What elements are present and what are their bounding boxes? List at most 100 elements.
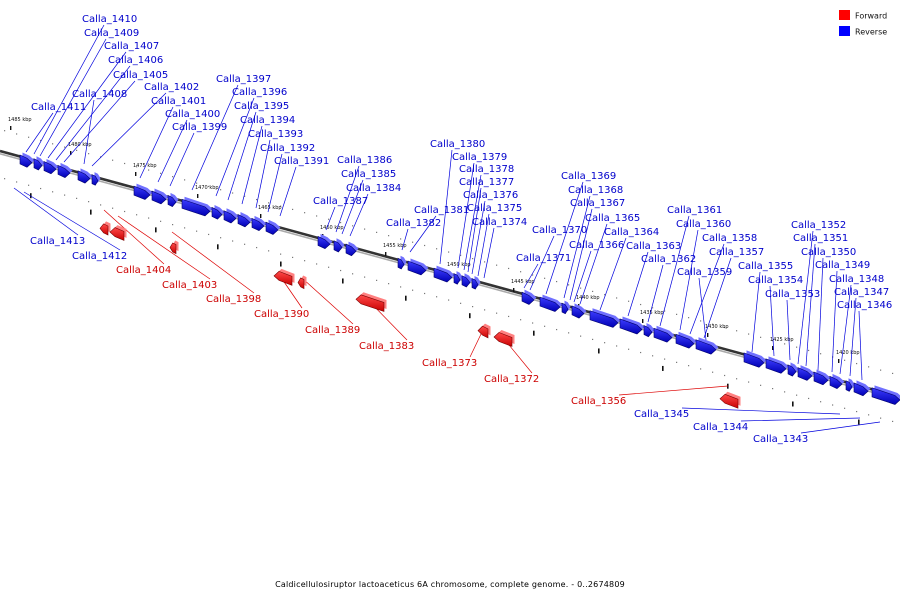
lower-dot: [604, 342, 606, 344]
upper-dot: [196, 182, 198, 184]
upper-dot: [292, 208, 294, 211]
lower-dot: [436, 296, 438, 298]
gene-label: Calla_1376: [463, 190, 518, 201]
upper-dot: [688, 317, 690, 319]
lower-dot: [772, 388, 774, 390]
lower-dot: [724, 374, 726, 377]
tick-mark-lower: [662, 365, 664, 371]
gene-label: Calla_1368: [568, 185, 623, 196]
upper-dot: [700, 320, 702, 322]
upper-dot: [256, 198, 258, 201]
leader-line: [63, 80, 136, 163]
tick-label: 1470 kbp: [195, 185, 219, 191]
upper-dot: [556, 280, 558, 283]
tick-mark-lower: [217, 244, 219, 250]
lower-dot: [748, 381, 750, 383]
leader-line: [579, 223, 608, 305]
lower-dot: [4, 178, 6, 180]
leader-line: [647, 264, 664, 323]
tick-label: 1465 kbp: [258, 205, 282, 211]
gene-label: Calla_1363: [626, 241, 681, 252]
gene-label: Calla_1408: [72, 89, 127, 100]
upper-dot: [304, 212, 306, 214]
lower-dot: [880, 417, 882, 419]
upper-dot: [760, 336, 762, 338]
leader-line: [241, 125, 263, 205]
tick-mark: [385, 252, 387, 256]
gene-label: Calla_1348: [829, 274, 884, 285]
lower-dot: [532, 322, 534, 324]
lower-dot: [676, 361, 678, 363]
leader-line: [469, 331, 483, 358]
leader-line: [523, 263, 539, 289]
leader-line: [267, 153, 283, 213]
reverse-gene-glyph: [211, 204, 225, 220]
tick-mark-lower: [792, 401, 794, 407]
reverse-gene-glyph: [223, 208, 239, 224]
gene-label: Calla_1397: [216, 74, 271, 85]
upper-dot: [736, 330, 738, 332]
gene-label: Calla_1367: [570, 198, 625, 209]
lower-dot: [568, 332, 570, 334]
leader-line: [279, 166, 297, 217]
lower-dot: [244, 243, 246, 245]
leader-line: [463, 174, 482, 271]
lower-dot: [292, 256, 294, 259]
reverse-gene-glyph: [77, 168, 93, 184]
tick-mark-lower: [598, 348, 600, 354]
gene-label: Calla_1385: [341, 169, 396, 180]
lower-dot: [88, 201, 90, 203]
leader-line: [467, 187, 482, 273]
leader-line: [409, 215, 437, 253]
gene-label: Calla_1370: [532, 225, 587, 236]
reverse-gene-glyph: [521, 289, 537, 305]
upper-dot: [268, 202, 270, 204]
upper-dot: [796, 346, 798, 348]
lower-dot: [28, 184, 30, 186]
upper-dot: [340, 221, 342, 224]
lower-dot: [496, 312, 498, 314]
upper-dot: [28, 136, 30, 138]
reverse-gene-glyph: [539, 294, 563, 312]
gene-label: Calla_1413: [30, 236, 85, 247]
leader-line: [25, 112, 54, 153]
upper-dot: [160, 172, 162, 174]
lower-dot: [76, 197, 78, 199]
upper-dot: [856, 362, 858, 365]
leader-line: [83, 99, 95, 165]
reverse-gene-glyph: [151, 188, 169, 205]
lower-dot: [304, 260, 306, 262]
upper-dot: [652, 307, 654, 309]
lower-dot: [784, 391, 786, 393]
upper-dot: [280, 205, 282, 207]
upper-dot: [316, 215, 318, 217]
upper-dot: [376, 231, 378, 233]
legend-forward-label: Forward: [855, 12, 887, 21]
leader-line: [255, 139, 271, 209]
lower-dot: [208, 233, 210, 236]
lower-dot: [64, 194, 66, 196]
lower-dot: [172, 224, 174, 226]
gene-label: Calla_1374: [472, 217, 527, 228]
reverse-gene-glyph: [743, 350, 767, 368]
upper-dot: [460, 254, 462, 256]
leader-line: [740, 417, 861, 422]
forward-gene-glyph: [273, 268, 295, 286]
lower-dot: [868, 414, 870, 416]
lower-dot: [460, 302, 462, 304]
upper-dot: [148, 169, 150, 171]
leader-line: [91, 92, 167, 167]
reverse-gene-glyph: [317, 233, 333, 250]
reverse-gene-glyph: [871, 385, 900, 405]
gene-label: Calla_1381: [414, 205, 469, 216]
upper-dot: [616, 297, 618, 299]
leader-line: [786, 299, 791, 361]
reverse-gene-glyph: [19, 152, 35, 168]
upper-dot: [520, 271, 522, 273]
upper-dot: [364, 228, 366, 230]
reverse-gene-glyph: [695, 337, 719, 355]
leader-line: [599, 237, 627, 311]
reverse-gene-glyph: [265, 219, 281, 235]
leader-line: [751, 271, 761, 353]
gene-label: Calla_1357: [709, 247, 764, 258]
